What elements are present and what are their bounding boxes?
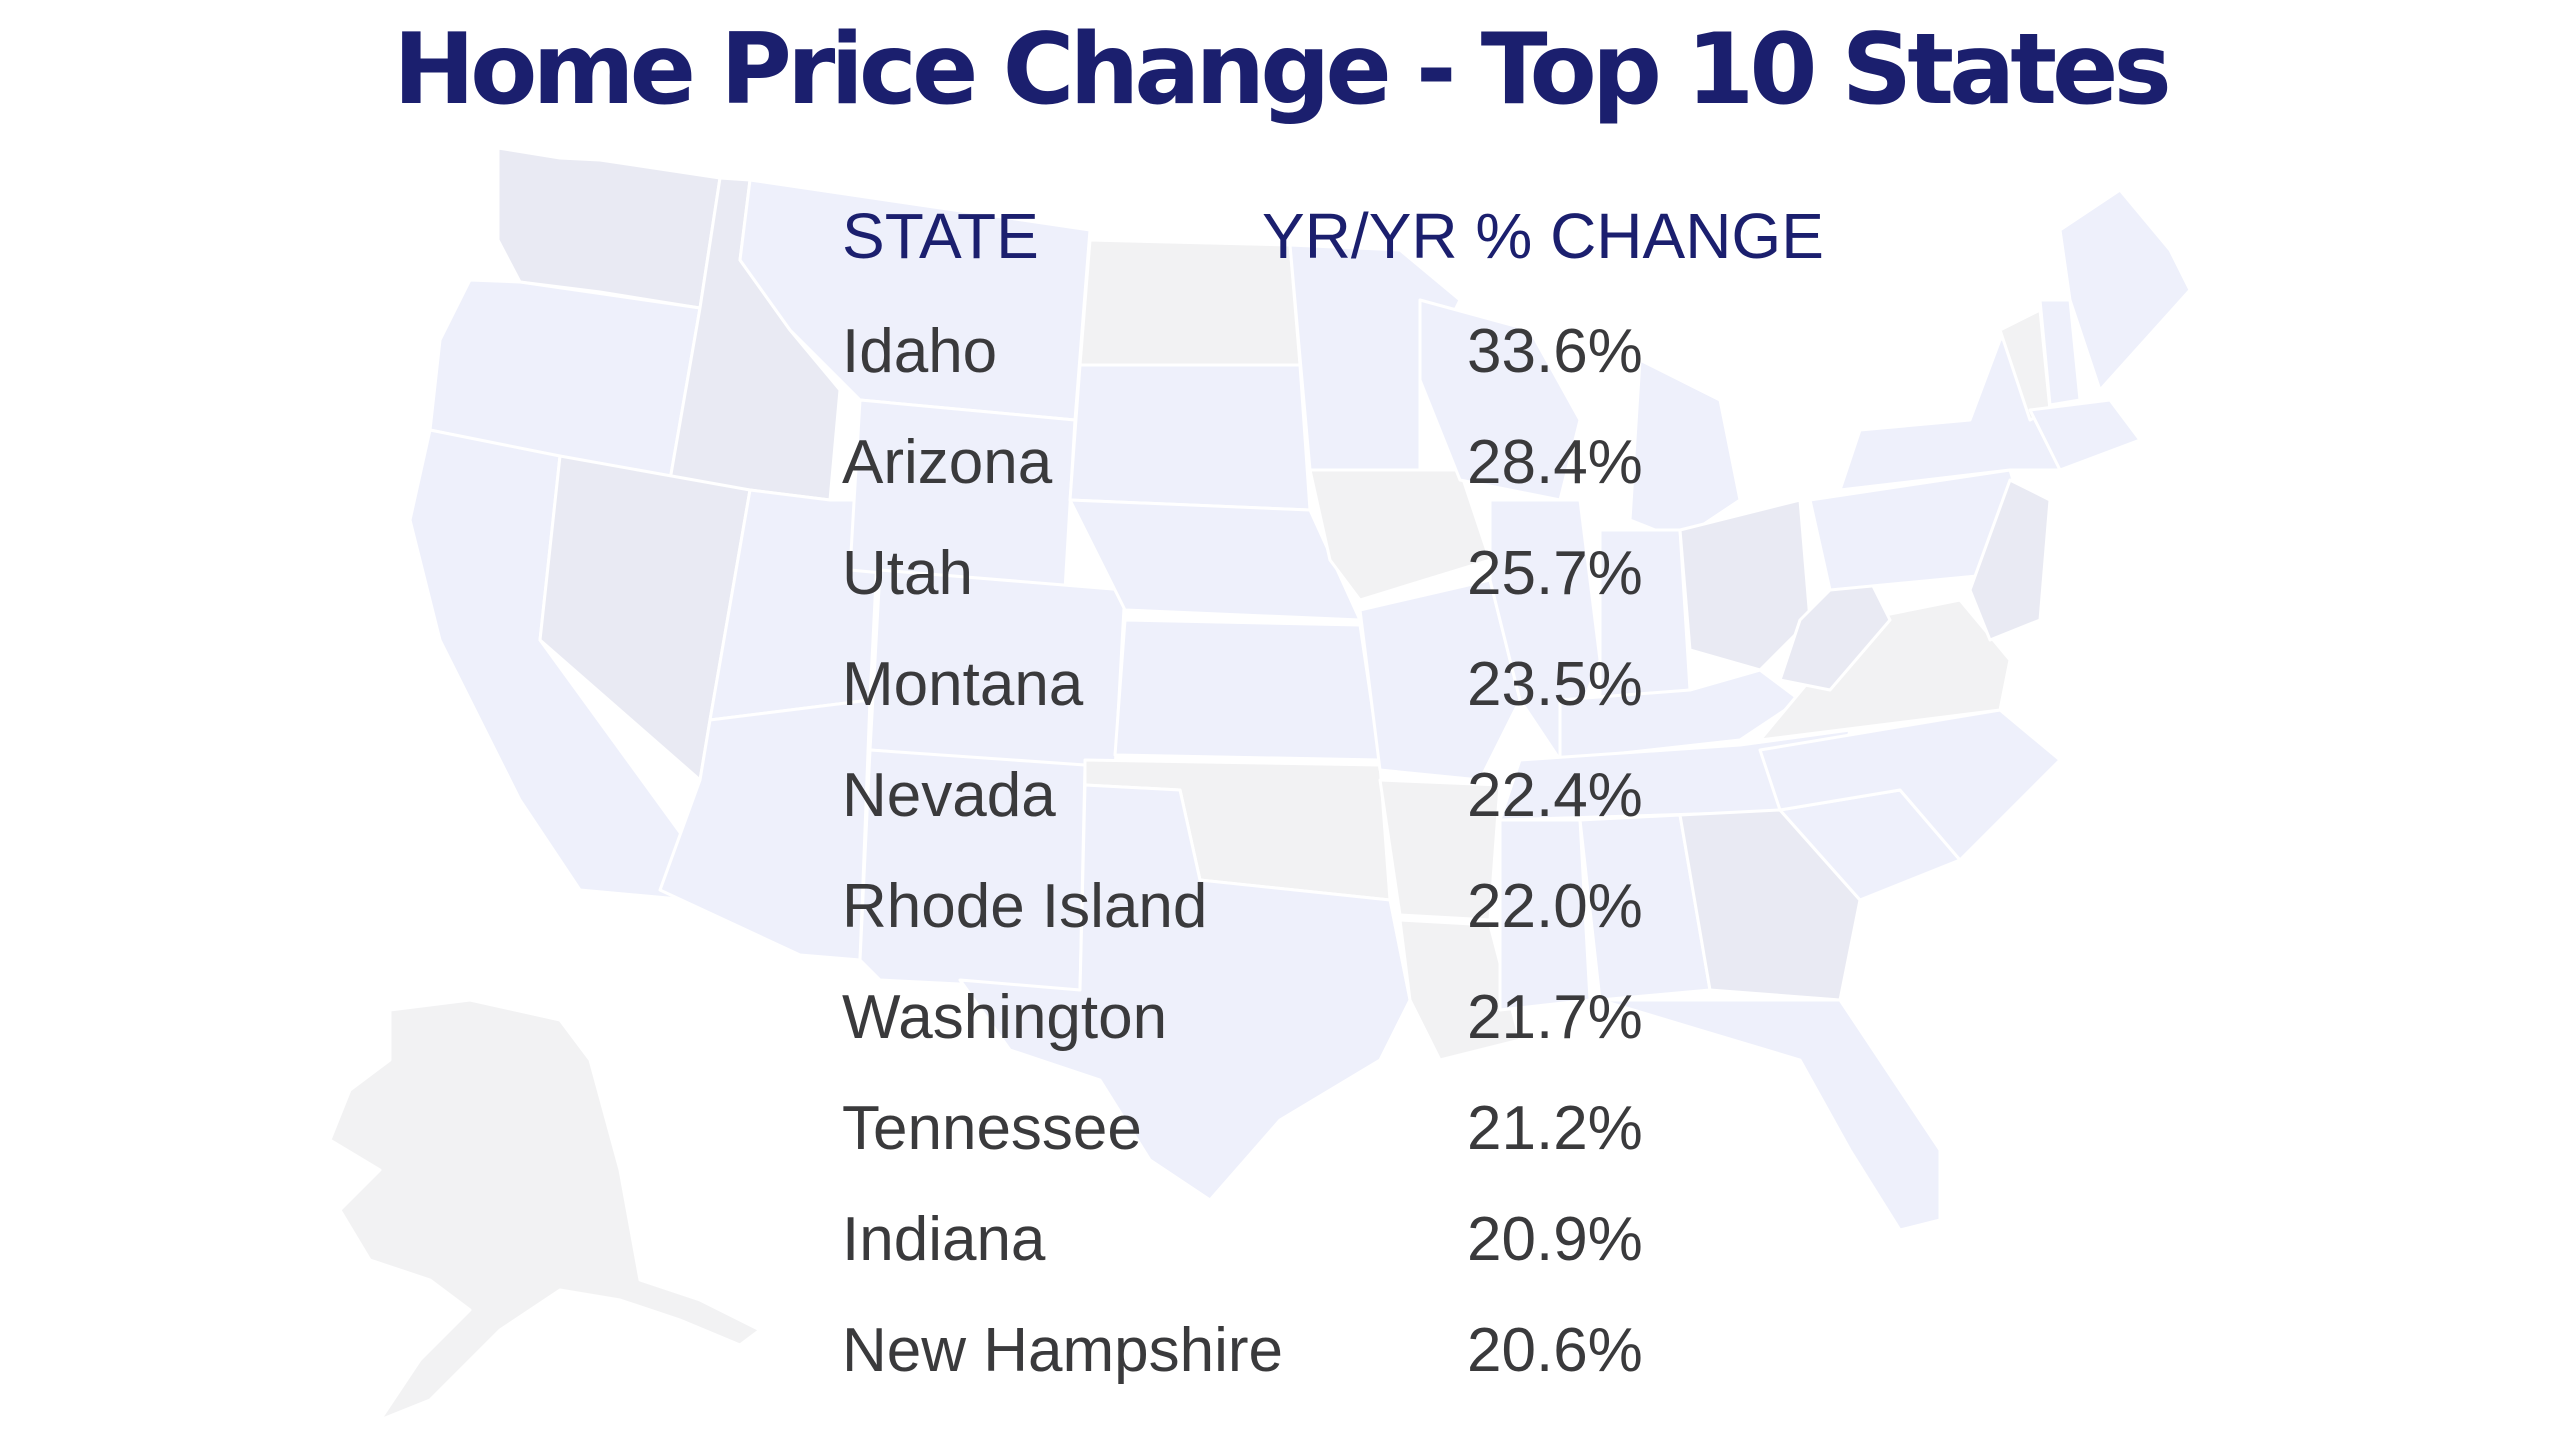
column-header-state: STATE [842,200,1039,272]
table-cell-state: Rhode Island [842,872,1208,941]
map-region-alaska [328,998,762,1422]
chart-title: Home Price Change - Top 10 States [393,13,2172,127]
table-cell-state: Indiana [842,1205,1046,1274]
map-region-mississippi [1498,818,1592,1012]
table-cell-change: 21.7% [1467,983,1643,1052]
table-cell-change: 21.2% [1467,1094,1643,1163]
table-cell-change: 20.9% [1467,1205,1643,1274]
map-region-georgia [1678,808,1862,1002]
map-region-mid-atlantic [1968,478,2052,642]
map-region-arizona [658,698,872,962]
map-region-utah [708,488,882,722]
map-region-iowa [1308,468,1492,602]
table-cell-state: Washington [842,983,1168,1052]
map-region-louisiana [1398,918,1522,1062]
map-region-missouri [1358,578,1522,782]
table-cell-change: 20.6% [1467,1316,1643,1385]
table-cell-state: New Hampshire [842,1316,1284,1385]
table-cell-change: 33.6% [1467,317,1643,386]
table-cell-change: 22.0% [1467,872,1643,941]
table-cell-state: Arizona [842,428,1053,497]
table-cell-change: 22.4% [1467,761,1643,830]
map-region-arkansas [1378,778,1502,922]
table-cell-state: Montana [842,650,1084,719]
table-cell-state: Tennessee [842,1094,1142,1163]
table-cell-state: Utah [842,539,973,608]
map-region-michigan [1628,358,1742,542]
table-cell-state: Nevada [842,761,1056,830]
table-cell-change: 28.4% [1467,428,1643,497]
map-region-florida [1598,998,1942,1232]
map-region-maine [2058,188,2192,392]
table-cell-change: 23.5% [1467,650,1643,719]
map-region-texas [958,783,1412,1202]
table-cell-state: Idaho [842,317,998,386]
map-region-ohio [1678,498,1812,672]
table-cell-change: 25.7% [1467,539,1643,608]
column-header-yr-yr-change: YR/YR % CHANGE [1262,200,1824,272]
map-region-southern-new-england [2028,398,2142,472]
map-region-new-hampshire [2038,298,2082,407]
